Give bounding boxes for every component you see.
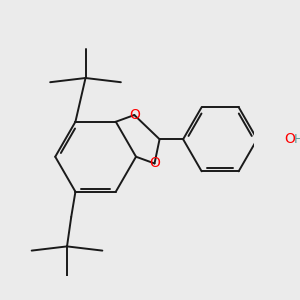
Text: H: H: [293, 133, 300, 146]
Text: O: O: [284, 132, 295, 146]
Text: O: O: [129, 108, 140, 122]
Text: O: O: [149, 157, 160, 170]
